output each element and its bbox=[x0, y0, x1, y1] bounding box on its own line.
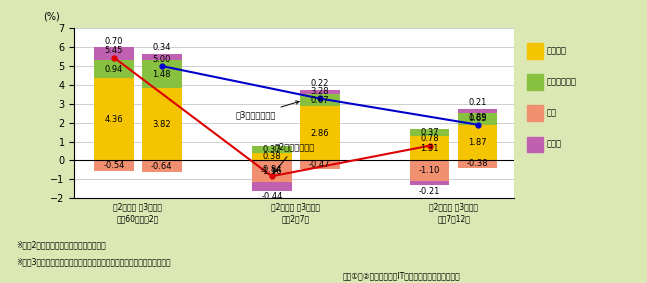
Bar bbox=[410, 129, 450, 136]
Text: 3.28: 3.28 bbox=[311, 87, 329, 96]
Text: ※　第2次産業：鉱業、製造業、建設業等: ※ 第2次産業：鉱業、製造業、建設業等 bbox=[16, 241, 106, 250]
Text: -0.54: -0.54 bbox=[104, 161, 125, 170]
Text: 0.22: 0.22 bbox=[311, 79, 329, 88]
Bar bbox=[142, 160, 182, 172]
Text: 5.45: 5.45 bbox=[105, 46, 123, 55]
Bar bbox=[300, 94, 340, 106]
Text: 第2次産業 第3次産業: 第2次産業 第3次産業 bbox=[113, 203, 162, 212]
Text: 第3次産業成長率: 第3次産業成長率 bbox=[235, 101, 299, 119]
Text: 0.38: 0.38 bbox=[263, 152, 281, 161]
Bar bbox=[300, 106, 340, 160]
Text: 労働: 労働 bbox=[547, 109, 556, 118]
Bar bbox=[458, 125, 498, 160]
Bar bbox=[300, 160, 340, 169]
Bar bbox=[94, 78, 134, 160]
Text: 0.37: 0.37 bbox=[421, 128, 439, 137]
Text: 昭和60～平戟2年: 昭和60～平戟2年 bbox=[116, 214, 159, 223]
Text: -0.44: -0.44 bbox=[261, 192, 283, 201]
Text: 第2次産業成長率: 第2次産業成長率 bbox=[274, 143, 315, 172]
Bar bbox=[410, 136, 450, 160]
Text: 1.48: 1.48 bbox=[153, 70, 171, 79]
Bar bbox=[252, 153, 292, 160]
Text: 図表①、②　（出典）『ITの経済分析に関する調査』: 図表①、② （出典）『ITの経済分析に関する調査』 bbox=[342, 271, 460, 280]
Text: 2.86: 2.86 bbox=[311, 129, 329, 138]
Text: 3.82: 3.82 bbox=[153, 120, 171, 129]
Bar bbox=[94, 60, 134, 78]
Text: -0.64: -0.64 bbox=[151, 162, 173, 171]
Text: 情報通信資本: 情報通信資本 bbox=[547, 78, 576, 87]
Text: 0.21: 0.21 bbox=[468, 98, 487, 107]
Bar bbox=[252, 160, 292, 182]
Bar bbox=[142, 54, 182, 60]
Text: 0.70: 0.70 bbox=[105, 37, 123, 46]
Text: 0.34: 0.34 bbox=[153, 44, 171, 52]
Text: 0.78: 0.78 bbox=[421, 134, 439, 143]
Text: 0.37: 0.37 bbox=[263, 145, 281, 154]
Bar bbox=[94, 160, 134, 171]
Text: 1.31: 1.31 bbox=[421, 143, 439, 153]
Text: 0.65: 0.65 bbox=[468, 114, 487, 123]
Text: 0.94: 0.94 bbox=[105, 65, 123, 74]
Text: 1.89: 1.89 bbox=[468, 113, 487, 123]
Bar bbox=[142, 60, 182, 88]
Text: 4.36: 4.36 bbox=[105, 115, 123, 124]
Bar bbox=[458, 109, 498, 113]
Text: 5.00: 5.00 bbox=[153, 55, 171, 64]
Text: -0.47: -0.47 bbox=[309, 160, 331, 169]
Text: 第2次産業 第3次産業: 第2次産業 第3次産業 bbox=[271, 203, 320, 212]
Text: ※　第3次産業：卸売・小売業、金融・保険業、通信業、他サービス業等: ※ 第3次産業：卸売・小売業、金融・保険業、通信業、他サービス業等 bbox=[16, 258, 171, 267]
Text: -0.38: -0.38 bbox=[467, 159, 488, 168]
Text: 平成2～7年: 平成2～7年 bbox=[281, 214, 310, 223]
Bar bbox=[300, 90, 340, 94]
Text: -1.10: -1.10 bbox=[419, 166, 441, 175]
Text: -0.84: -0.84 bbox=[261, 165, 283, 174]
Text: -1.16: -1.16 bbox=[261, 167, 283, 176]
Bar bbox=[142, 88, 182, 160]
Text: (%): (%) bbox=[43, 12, 60, 22]
Text: 1.87: 1.87 bbox=[468, 138, 487, 147]
Text: 平成7～12年: 平成7～12年 bbox=[437, 214, 470, 223]
Text: -0.21: -0.21 bbox=[419, 186, 441, 196]
Text: 一般資本: 一般資本 bbox=[547, 46, 567, 55]
Text: 0.67: 0.67 bbox=[311, 96, 329, 105]
Bar bbox=[94, 47, 134, 60]
Bar bbox=[458, 113, 498, 125]
Text: 第2次産業 第3次産業: 第2次産業 第3次産業 bbox=[429, 203, 478, 212]
Bar bbox=[252, 146, 292, 153]
Bar bbox=[410, 160, 450, 181]
Text: その他: その他 bbox=[547, 140, 562, 149]
Bar bbox=[458, 160, 498, 168]
Bar bbox=[252, 182, 292, 190]
Bar bbox=[410, 181, 450, 185]
